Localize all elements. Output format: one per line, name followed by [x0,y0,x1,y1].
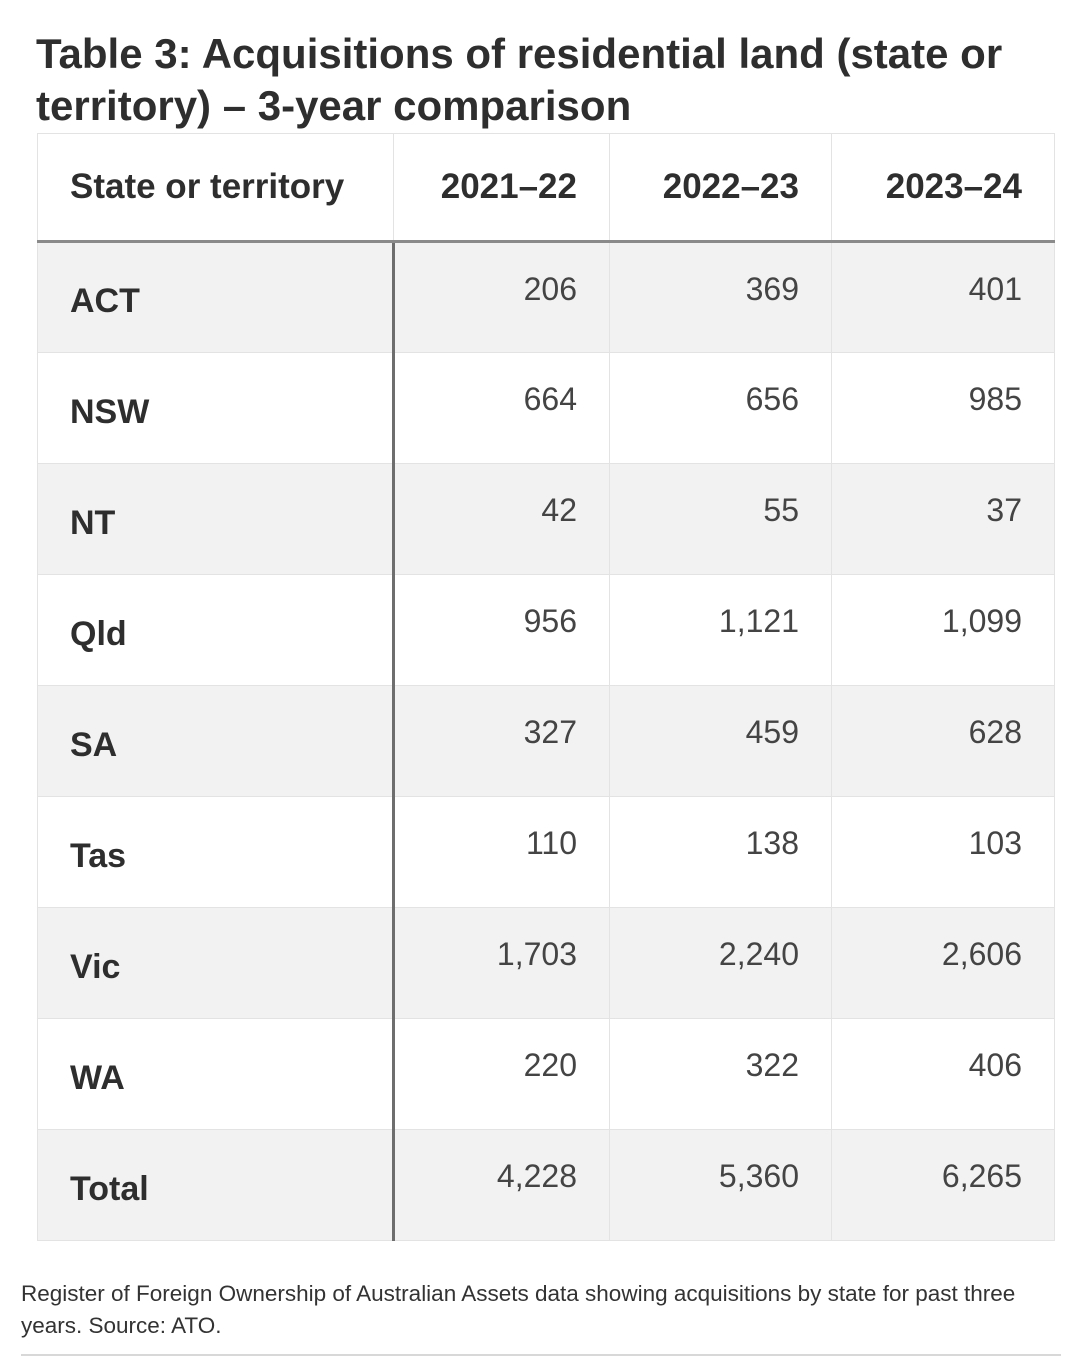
value-cell: 2,606 [831,907,1055,1019]
value-cell: 220 [393,1018,610,1130]
value-cell: 1,703 [393,907,610,1019]
value-cell: 42 [393,463,610,575]
header-2023-24: 2023–24 [831,133,1055,243]
table-row: Vic 1,703 2,240 2,606 [37,907,1055,1019]
table-row: ACT 206 369 401 [37,241,1055,353]
table-row: Qld 956 1,121 1,099 [37,574,1055,686]
state-cell: WA [37,1018,395,1130]
table-row: NSW 664 656 985 [37,352,1055,464]
value-cell: 956 [393,574,610,686]
value-cell: 985 [831,352,1055,464]
value-cell: 1,099 [831,574,1055,686]
value-cell: 138 [609,796,832,908]
state-cell: NSW [37,352,395,464]
state-cell: ACT [37,241,395,353]
divider [21,1354,1061,1356]
value-cell: 628 [831,685,1055,797]
total-value-cell: 6,265 [831,1129,1055,1241]
acquisitions-table: State or territory 2021–22 2022–23 2023–… [37,133,1055,1241]
value-cell: 656 [609,352,832,464]
value-cell: 55 [609,463,832,575]
table-row: NT 42 55 37 [37,463,1055,575]
header-2022-23: 2022–23 [609,133,832,243]
table-row: Tas 110 138 103 [37,796,1055,908]
table-row: WA 220 322 406 [37,1018,1055,1130]
value-cell: 206 [393,241,610,353]
table-title: Table 3: Acquisitions of residential lan… [36,30,1003,129]
value-cell: 322 [609,1018,832,1130]
table-row: SA 327 459 628 [37,685,1055,797]
value-cell: 2,240 [609,907,832,1019]
value-cell: 459 [609,685,832,797]
table-caption: Register of Foreign Ownership of Austral… [21,1281,1016,1338]
state-cell: Vic [37,907,395,1019]
total-value-cell: 5,360 [609,1129,832,1241]
value-cell: 110 [393,796,610,908]
value-cell: 37 [831,463,1055,575]
state-cell: SA [37,685,395,797]
state-cell: Tas [37,796,395,908]
value-cell: 406 [831,1018,1055,1130]
header-state: State or territory [37,133,394,243]
total-value-cell: 4,228 [393,1129,610,1241]
state-cell-total: Total [37,1129,395,1241]
header-2021-22: 2021–22 [393,133,610,243]
table-header-row: State or territory 2021–22 2022–23 2023–… [37,133,1055,243]
value-cell: 103 [831,796,1055,908]
value-cell: 327 [393,685,610,797]
value-cell: 1,121 [609,574,832,686]
value-cell: 369 [609,241,832,353]
state-cell: NT [37,463,395,575]
value-cell: 401 [831,241,1055,353]
value-cell: 664 [393,352,610,464]
state-cell: Qld [37,574,395,686]
table-row-total: Total 4,228 5,360 6,265 [37,1129,1055,1241]
